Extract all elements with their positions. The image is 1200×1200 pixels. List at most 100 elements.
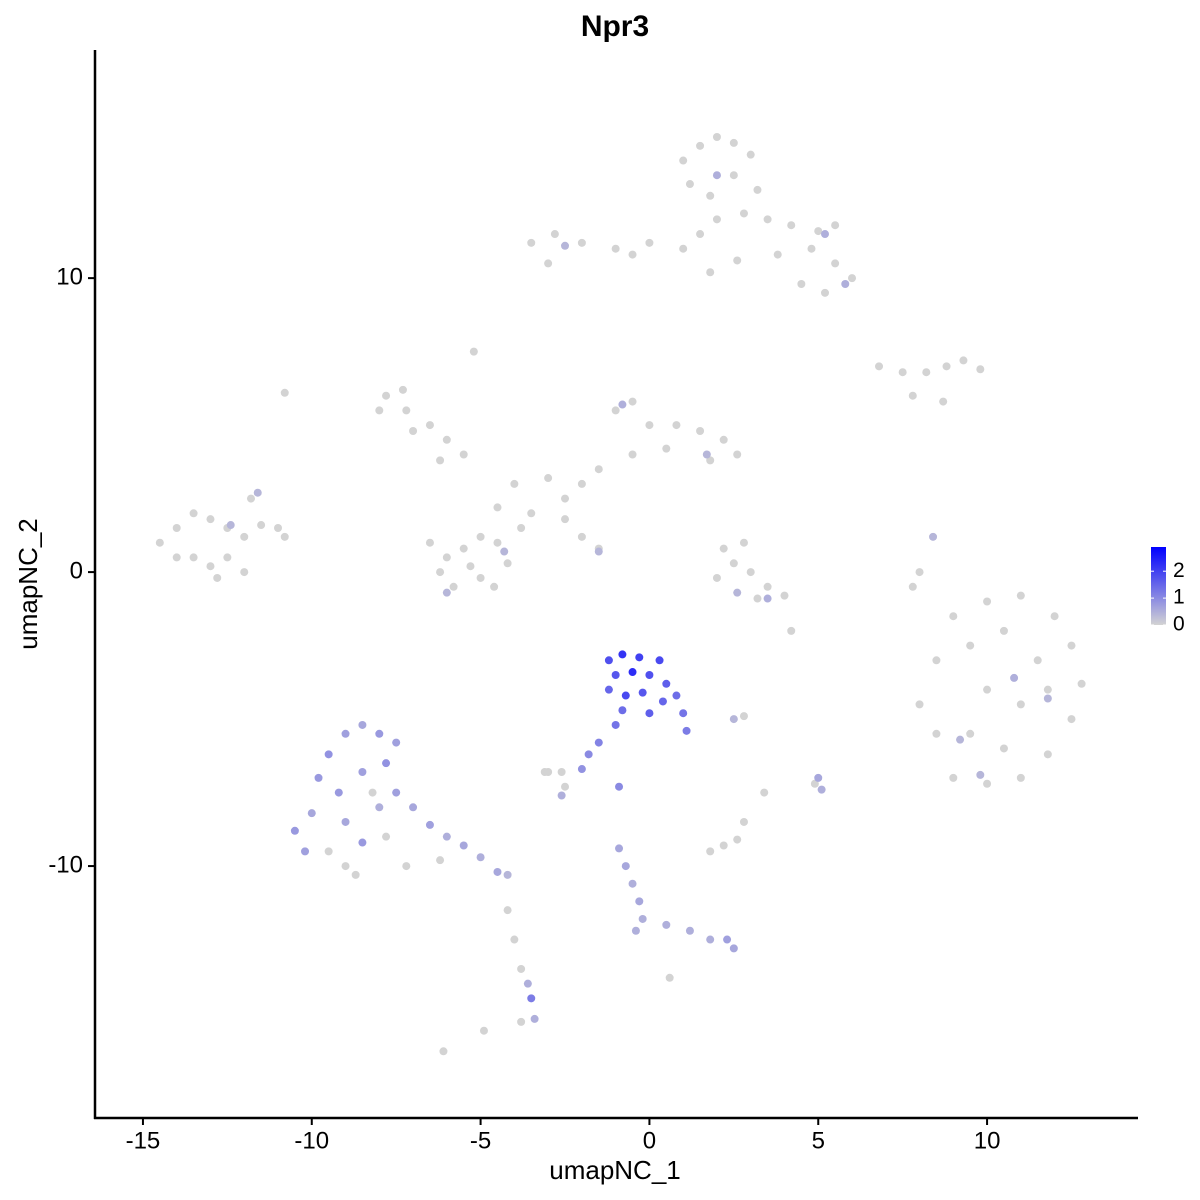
cell-point	[662, 679, 671, 688]
cell-point	[679, 244, 688, 253]
cell-point	[611, 406, 620, 415]
cell-point	[274, 523, 283, 532]
cell-point	[257, 521, 266, 530]
cell-point	[594, 465, 603, 474]
cell-point	[712, 573, 721, 582]
cell-point	[939, 397, 948, 406]
cell-point	[753, 594, 762, 603]
cell-point	[712, 171, 721, 180]
cell-point	[382, 832, 391, 841]
cell-point	[696, 426, 705, 435]
cell-point	[618, 650, 627, 659]
cell-point	[746, 150, 755, 159]
y-axis-label: umapNC_2	[13, 518, 43, 650]
cell-point	[929, 532, 938, 541]
cell-point	[577, 238, 586, 247]
cell-point	[645, 709, 654, 718]
cell-point	[949, 612, 958, 621]
cell-point	[334, 788, 343, 797]
x-tick-label: -15	[126, 1127, 161, 1154]
cell-point	[604, 656, 613, 665]
cell-point	[635, 897, 644, 906]
cell-point	[436, 456, 445, 465]
cell-point	[226, 521, 235, 530]
cell-point	[530, 1014, 539, 1023]
colorbar	[1151, 547, 1166, 625]
cell-point	[189, 509, 198, 518]
cell-point	[959, 356, 968, 365]
cell-point	[655, 656, 664, 665]
cell-point	[729, 715, 738, 724]
cell-point	[733, 450, 742, 459]
cell-point	[983, 597, 992, 606]
cell-point	[493, 867, 502, 876]
cell-point	[739, 712, 748, 721]
cell-point	[392, 788, 401, 797]
cell-point	[820, 230, 829, 239]
cell-point	[1043, 694, 1052, 703]
cell-point	[685, 926, 694, 935]
cell-point	[662, 444, 671, 453]
cell-point	[976, 770, 985, 779]
cell-point	[615, 782, 624, 791]
cell-point	[915, 568, 924, 577]
cell-point	[290, 826, 299, 835]
cell-point	[712, 215, 721, 224]
cell-point	[517, 1017, 526, 1026]
cell-point	[672, 691, 681, 700]
cell-point	[1033, 656, 1042, 665]
cell-point	[763, 215, 772, 224]
cell-point	[723, 935, 732, 944]
cell-point	[848, 274, 857, 283]
cell-point	[442, 832, 451, 841]
cell-point	[449, 582, 458, 591]
cell-point	[706, 268, 715, 277]
cell-point	[375, 729, 384, 738]
cell-point	[409, 426, 418, 435]
cell-point	[561, 782, 570, 791]
cell-point	[398, 385, 407, 394]
cell-point	[324, 750, 333, 759]
cell-point	[773, 250, 782, 259]
cell-point	[628, 250, 637, 259]
cell-point	[820, 288, 829, 297]
x-tick-label: 10	[974, 1127, 1001, 1154]
cell-point	[469, 347, 478, 356]
cell-point	[439, 1047, 448, 1056]
cell-point	[476, 573, 485, 582]
cell-point	[875, 362, 884, 371]
cell-point	[932, 656, 941, 665]
y-tick-label: 0	[70, 557, 83, 584]
cell-point	[763, 582, 772, 591]
cell-point	[922, 368, 931, 377]
cell-point	[253, 488, 262, 497]
cell-point	[490, 582, 499, 591]
cell-point	[706, 847, 715, 856]
cell-point	[358, 838, 367, 847]
cell-point	[628, 668, 637, 677]
cell-point	[787, 221, 796, 230]
y-tick-label: -10	[48, 851, 83, 878]
cell-point	[459, 841, 468, 850]
cell-point	[618, 706, 627, 715]
cell-point	[442, 435, 451, 444]
cell-point	[665, 973, 674, 982]
cell-point	[172, 523, 181, 532]
cell-point	[746, 568, 755, 577]
cell-point	[510, 479, 519, 488]
cell-point	[189, 553, 198, 562]
cell-point	[368, 788, 377, 797]
cell-point	[645, 670, 654, 679]
cell-point	[682, 726, 691, 735]
cell-point	[375, 406, 384, 415]
cell-point	[679, 156, 688, 165]
cell-point	[753, 185, 762, 194]
cell-point	[915, 700, 924, 709]
cell-point	[831, 259, 840, 268]
cell-point	[719, 841, 728, 850]
colorbar-label: 1	[1173, 586, 1185, 609]
cell-point	[155, 538, 164, 547]
cell-point	[240, 568, 249, 577]
cell-point	[706, 456, 715, 465]
